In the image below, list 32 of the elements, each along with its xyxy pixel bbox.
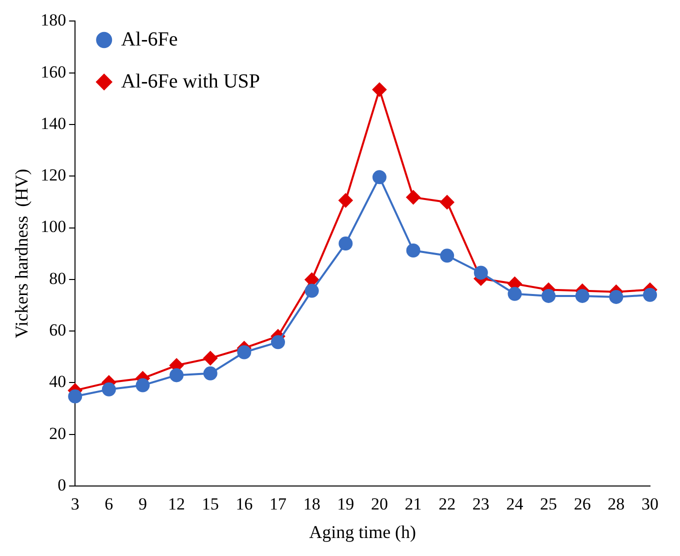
y-tick-label: 160 (40, 62, 66, 82)
x-tick-label: 26 (574, 494, 591, 514)
x-tick-label: 16 (236, 494, 253, 514)
y-tick-label: 20 (49, 424, 66, 443)
x-tick-label: 12 (168, 494, 186, 514)
x-tick-label: 30 (642, 494, 658, 514)
x-tick-label: 3 (70, 494, 80, 514)
y-axis-title: Vickers hardness (HV) (12, 168, 32, 338)
y-tick-label: 0 (58, 475, 66, 494)
x-tick-label: 22 (438, 494, 456, 514)
x-tick-label: 6 (104, 494, 114, 514)
y-tick-label: 60 (49, 320, 66, 340)
y-tick-label: 140 (40, 114, 66, 133)
x-tick-label: 19 (337, 494, 354, 514)
x-tick-label: 28 (608, 494, 625, 514)
x-tick-label: 18 (303, 494, 320, 514)
legend-label: Al-6Fe with USP (121, 70, 260, 92)
y-tick-label: 40 (49, 372, 66, 392)
x-tick-label: 21 (404, 494, 422, 514)
x-tick-label: 23 (472, 494, 490, 514)
x-tick-label: 9 (138, 494, 147, 514)
x-axis-title: Aging time (h) (309, 522, 416, 542)
x-tick-label: 24 (506, 494, 524, 514)
y-tick-label: 180 (40, 10, 66, 30)
x-tick-label: 25 (540, 494, 558, 514)
x-tick-label: 17 (270, 494, 288, 514)
y-tick-label: 120 (40, 166, 66, 185)
y-tick-label: 80 (49, 268, 66, 288)
y-tick-label: 100 (40, 217, 66, 236)
x-tick-label: 15 (202, 494, 219, 514)
legend-label: Al-6Fe (121, 28, 178, 50)
x-tick-label: 20 (370, 494, 388, 514)
